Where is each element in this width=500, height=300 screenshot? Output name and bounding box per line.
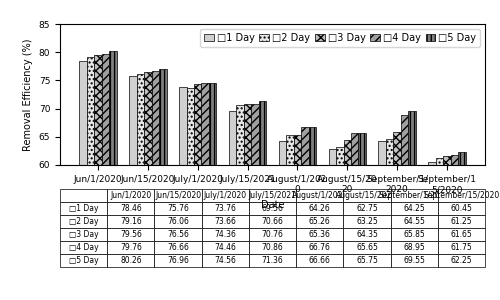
Bar [358,133,366,165]
Bar [278,141,286,165]
Bar [259,101,266,165]
Bar [386,139,394,165]
Bar [394,132,401,165]
Bar [136,74,144,165]
Bar [301,127,308,165]
Bar [109,51,116,165]
Bar [229,111,236,165]
Bar [458,152,466,165]
Bar [236,105,244,165]
Bar [209,83,216,165]
Bar [202,83,209,165]
Bar [428,163,436,165]
Bar [102,54,109,165]
X-axis label: Date: Date [261,200,284,210]
Bar [436,158,443,165]
Bar [144,72,152,165]
Bar [308,128,316,165]
Bar [351,133,358,165]
Bar [443,156,450,165]
Bar [294,135,301,165]
Bar [179,87,186,165]
Bar [87,57,94,165]
Y-axis label: Removal Efficiency (%): Removal Efficiency (%) [23,38,33,151]
Bar [194,84,202,165]
Bar [344,140,351,165]
Bar [244,104,252,165]
Legend: □1 Day, □2 Day, □3 Day, □4 Day, □5 Day: □1 Day, □2 Day, □3 Day, □4 Day, □5 Day [200,29,480,46]
Bar [152,71,159,165]
Bar [129,76,136,165]
Bar [286,135,294,165]
Bar [159,69,166,165]
Bar [408,111,416,165]
Bar [186,88,194,165]
Bar [328,149,336,165]
Bar [80,61,87,165]
Bar [401,115,408,165]
Bar [336,147,344,165]
Bar [378,141,386,165]
Bar [252,104,259,165]
Bar [450,155,458,165]
Bar [94,55,102,165]
